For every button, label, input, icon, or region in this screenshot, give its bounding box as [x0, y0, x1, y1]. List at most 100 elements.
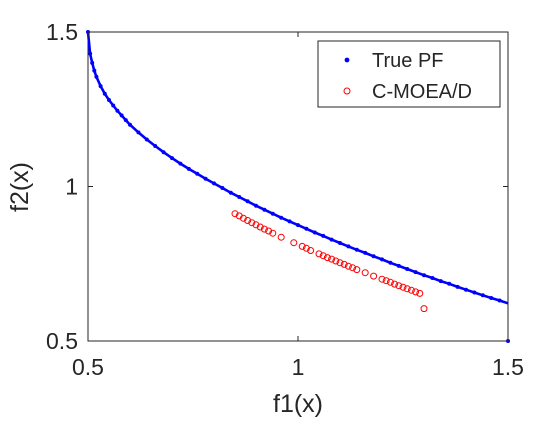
c-moead-point [395, 282, 403, 290]
true-pf-point [119, 113, 124, 118]
y-tick-label: 1 [65, 174, 78, 200]
c-moead-point [260, 225, 268, 233]
c-moead-point [298, 242, 306, 250]
true-pf-point [472, 290, 477, 295]
legend: True PF C-MOEA/D [317, 40, 501, 108]
true-pf-point [262, 207, 267, 212]
c-moead-point [340, 260, 348, 268]
true-pf-point [447, 281, 452, 286]
true-pf-point [128, 122, 132, 127]
true-pf-point [136, 130, 141, 135]
true-pf-point [144, 137, 149, 142]
true-pf-point [405, 267, 410, 271]
x-tick-label: 0.5 [72, 354, 104, 380]
c-moead-point [328, 255, 336, 263]
true-pf-point [430, 276, 435, 280]
true-pf-point [102, 91, 107, 96]
true-pf-point [220, 186, 225, 190]
c-moead-point [302, 244, 310, 252]
true-pf-point [107, 98, 111, 102]
x-tick-label: 1.5 [492, 354, 524, 380]
c-moead-point [265, 227, 273, 235]
true-pf-point [203, 176, 208, 181]
true-pf-point [228, 190, 233, 195]
true-pf-curve [86, 31, 509, 305]
c-moead-point [399, 283, 407, 291]
c-moead-point [382, 277, 390, 285]
c-moead-point [315, 250, 323, 258]
true-pf-point [245, 199, 250, 204]
true-pf-point [338, 241, 342, 245]
true-pf-point [438, 279, 443, 284]
c-moead-point [256, 223, 264, 231]
true-pf-point [329, 237, 334, 242]
marks-layer [86, 30, 510, 343]
c-moead-point [248, 219, 256, 227]
true-pf-point [186, 166, 191, 171]
ticks-layer: 0.5 1 1.5 0.5 1 1.5 [46, 19, 524, 380]
true-pf-point [88, 51, 93, 56]
legend-box [317, 40, 501, 108]
c-moead-point [319, 252, 327, 260]
true-pf-point [422, 273, 426, 278]
c-moead-point [353, 266, 361, 274]
true-pf-point [270, 211, 275, 216]
true-pf-point [123, 118, 128, 123]
true-pf-point [312, 230, 317, 235]
c-moead-point [361, 269, 369, 277]
true-pf-point [464, 287, 468, 292]
c-moead-point [407, 286, 415, 294]
c-moead-point [336, 259, 344, 267]
true-pf-point [170, 156, 174, 161]
c-moead-point [269, 229, 277, 237]
true-pf-point [304, 226, 309, 231]
true-pf-point [354, 247, 359, 252]
x-tick-label: 1 [292, 354, 305, 380]
true-pf-point [279, 215, 284, 220]
c-moead-point [378, 275, 386, 283]
c-moead-point [344, 262, 352, 270]
true-pf-point [287, 219, 292, 224]
c-moead-point [416, 289, 424, 297]
c-moead-point [252, 221, 260, 229]
true-pf-point [363, 250, 368, 255]
true-pf-point [90, 60, 95, 65]
x-axis-label: f1(x) [273, 390, 323, 418]
true-pf-point [92, 68, 97, 73]
c-moead-point [420, 305, 428, 313]
true-pf-point [321, 233, 326, 238]
c-moead-point [307, 247, 315, 254]
true-pf-point [296, 223, 300, 228]
c-moead-point [239, 214, 247, 222]
c-moead-point [349, 264, 357, 272]
c-moead-point [332, 257, 340, 265]
true-pf-point [497, 298, 502, 303]
c-moead-point [391, 280, 399, 288]
true-pf-point [480, 293, 485, 298]
c-moead-point [386, 278, 394, 286]
c-moead-point [277, 233, 285, 241]
y-axis-label: f2(x) [6, 162, 34, 212]
true-pf-point [115, 108, 120, 113]
true-pf-point [98, 84, 103, 89]
c-moead-point [323, 254, 331, 262]
y-tick-label: 1.5 [46, 19, 78, 45]
true-pf-point [94, 74, 99, 79]
true-pf-point [161, 150, 166, 155]
c-moead-point [231, 210, 239, 218]
true-pf-point [237, 195, 242, 199]
true-pf-point [212, 181, 216, 186]
c-moead-point [412, 288, 420, 296]
true-pf-point [413, 270, 418, 275]
legend-marker-true-pf [344, 57, 350, 63]
true-pf-point [254, 203, 258, 208]
c-moead-point [403, 285, 411, 293]
c-moead-point [290, 239, 298, 247]
legend-label-c-moead: C-MOEA/D [372, 81, 472, 103]
true-pf-point [455, 284, 460, 289]
true-pf-point [388, 260, 393, 265]
true-pf-point [153, 144, 158, 148]
true-pf-point [346, 244, 351, 249]
